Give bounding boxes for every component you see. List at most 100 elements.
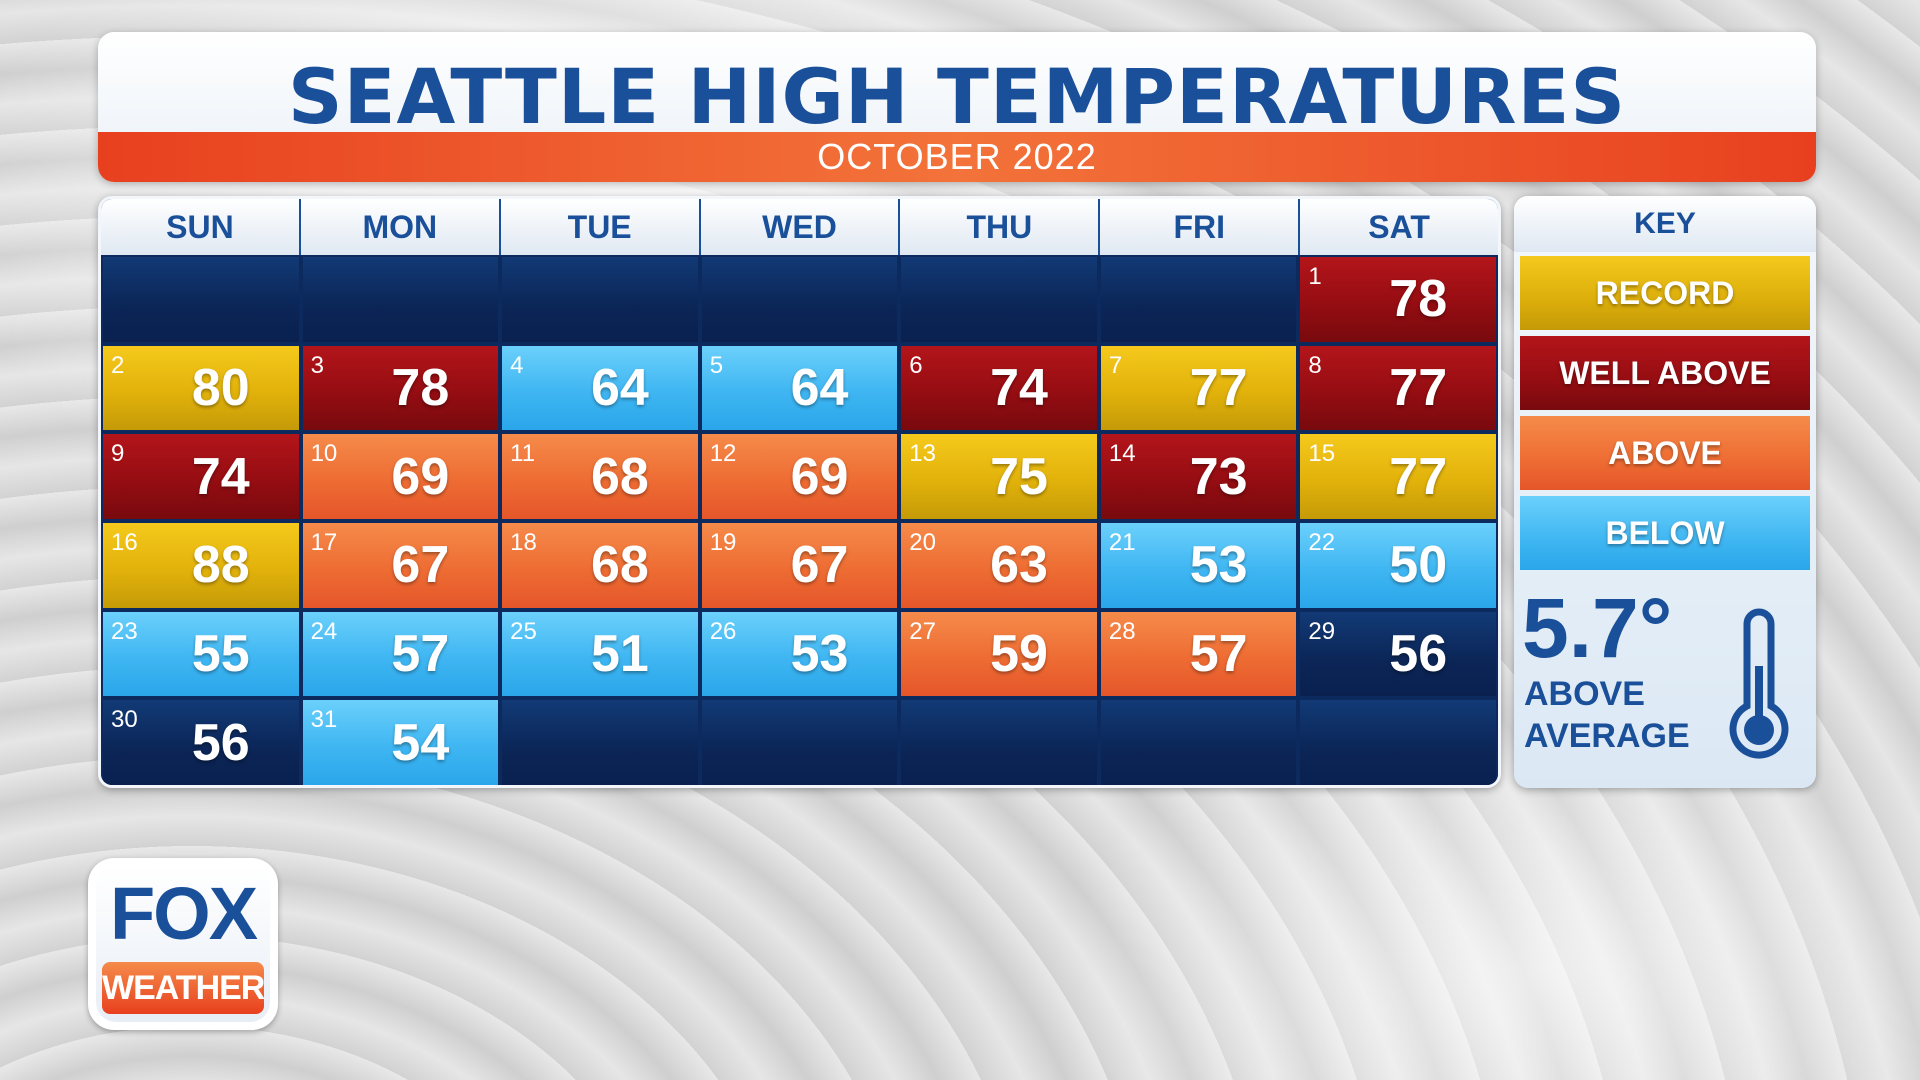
day-number: 31 [310,706,338,734]
fox-weather-logo: FOX WEATHER [88,858,278,1030]
high-temp-value: 53 [790,624,849,683]
day-cell-13: 13 75 [901,434,1097,519]
weekday-sun: SUN [101,199,301,255]
day-number: 8 [1308,351,1322,379]
day-cell-14: 14 73 [1100,434,1297,519]
day-cell-16: 16 88 [103,522,299,608]
weekday-tue: TUE [501,199,701,255]
high-temp-value: 50 [1389,536,1448,595]
weekday-header: SUN MON TUE WED THU FRI SAT [101,199,1498,255]
day-number: 26 [709,617,737,645]
day-number: 2 [111,351,125,379]
empty-day-cell [302,257,499,342]
high-temp-value: 53 [1189,536,1248,595]
high-temp-value: 56 [1389,624,1448,683]
chart-subtitle: OCTOBER 2022 [98,132,1816,182]
high-temp-value: 77 [1389,447,1448,506]
day-cell-18: 18 68 [502,522,698,608]
day-cell-28: 28 57 [1100,611,1297,697]
high-temp-value: 73 [1189,447,1248,506]
day-number: 28 [1108,617,1136,645]
high-temp-value: 51 [591,624,649,683]
empty-day-cell [901,700,1097,785]
day-cell-4: 4 64 [502,345,698,431]
day-number: 14 [1108,440,1136,468]
day-cell-30: 30 56 [103,700,299,785]
high-temp-value: 88 [191,536,250,595]
day-cell-19: 19 67 [701,522,898,608]
day-cell-24: 24 57 [302,611,499,697]
empty-day-cell [901,257,1097,342]
high-temp-value: 59 [990,624,1048,683]
empty-day-cell [502,257,698,342]
day-cell-20: 20 63 [901,522,1097,608]
day-cell-10: 10 69 [302,434,499,519]
day-cell-6: 6 74 [901,345,1097,431]
day-number: 12 [709,440,737,468]
high-temp-value: 75 [990,447,1048,506]
high-temp-value: 64 [591,358,649,417]
day-number: 7 [1108,351,1123,379]
day-number: 11 [510,440,536,468]
day-cell-23: 23 55 [103,611,299,697]
empty-day-cell [701,257,898,342]
key-item-above: ABOVE [1520,416,1810,490]
calendar: SUN MON TUE WED THU FRI SAT 1 78 2 80 3 78 4 64 5 64 6 74… [98,196,1501,788]
high-temp-value: 68 [591,536,649,595]
day-number: 27 [909,617,936,645]
day-number: 3 [310,351,324,379]
anomaly-label-above: ABOVE [1524,675,1645,713]
day-cell-5: 5 64 [701,345,898,431]
day-cell-27: 27 59 [901,611,1097,697]
day-cell-3: 3 78 [302,345,499,431]
day-number: 10 [310,440,338,468]
day-number: 4 [510,351,524,379]
high-temp-value: 77 [1189,358,1248,417]
day-number: 18 [510,528,537,556]
day-cell-22: 22 50 [1300,522,1496,608]
day-number: 23 [111,617,138,645]
day-cell-11: 11 68 [502,434,698,519]
title-card: SEATTLE HIGH TEMPERATURES OCTOBER 2022 [98,32,1816,182]
weekday-wed: WED [701,199,901,255]
day-cell-8: 8 77 [1300,345,1496,431]
high-temp-value: 69 [391,447,450,506]
high-temp-value: 77 [1389,358,1448,417]
day-number: 17 [310,528,338,556]
anomaly-label-average: AVERAGE [1524,717,1690,755]
day-cell-7: 7 77 [1100,345,1297,431]
day-number: 6 [909,351,923,379]
key-title: KEY [1514,196,1816,252]
day-number: 21 [1108,528,1136,556]
day-number: 24 [310,617,338,645]
day-number: 25 [510,617,537,645]
logo-weather-text: WEATHER [102,962,265,1014]
high-temp-value: 64 [790,358,849,417]
high-temp-value: 78 [391,358,450,417]
day-cell-12: 12 69 [701,434,898,519]
high-temp-value: 54 [391,713,450,772]
day-number: 15 [1308,440,1336,468]
day-number: 5 [709,351,724,379]
high-temp-value: 74 [191,447,250,506]
high-temp-value: 55 [191,624,250,683]
high-temp-value: 56 [191,713,250,772]
high-temp-value: 57 [1189,624,1248,683]
day-number: 30 [111,706,138,734]
empty-day-cell [1100,257,1297,342]
calendar-grid: 1 78 2 80 3 78 4 64 5 64 6 74 7 77 8 77 9 74 10 69 11 68 12 69 1… [101,255,1498,785]
key-item-record: RECORD [1520,256,1810,330]
high-temp-value: 80 [191,358,250,417]
day-cell-26: 26 53 [701,611,898,697]
high-temp-value: 69 [790,447,849,506]
thermometer-icon [1729,608,1789,759]
weekday-mon: MON [301,199,501,255]
day-number: 13 [909,440,936,468]
day-cell-1: 1 78 [1300,257,1496,342]
empty-day-cell [502,700,698,785]
high-temp-value: 74 [990,358,1048,417]
day-cell-17: 17 67 [302,522,499,608]
high-temp-value: 57 [391,624,450,683]
weekday-sat: SAT [1368,209,1430,245]
empty-day-cell [103,257,299,342]
